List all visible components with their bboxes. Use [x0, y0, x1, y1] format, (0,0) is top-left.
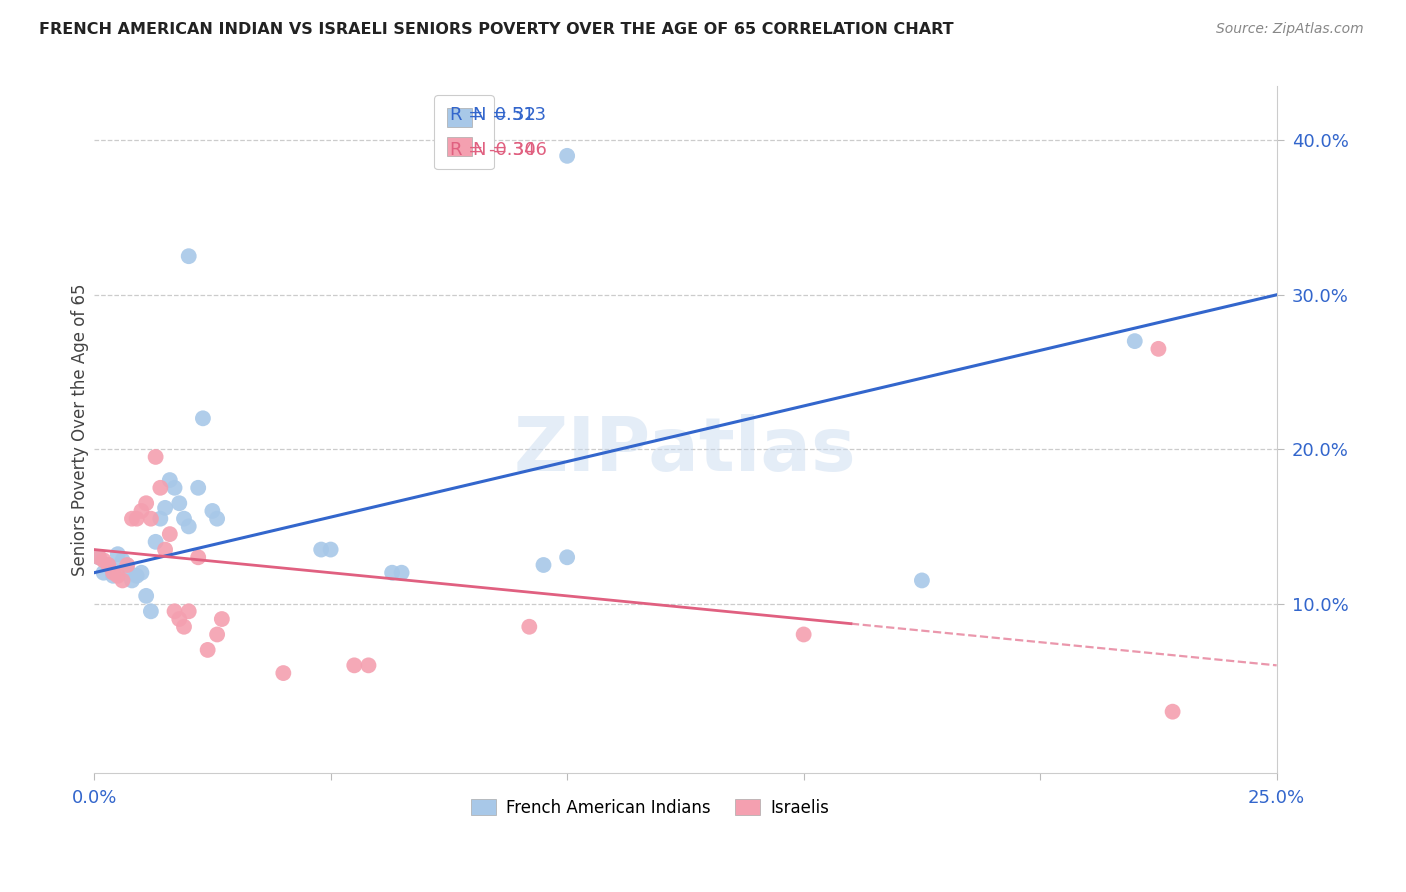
Point: [135, 589, 157, 603]
Point: [1161, 705, 1184, 719]
Point: [173, 620, 195, 634]
Point: [131, 504, 153, 518]
Point: [163, 481, 186, 495]
Point: [121, 574, 143, 588]
Point: [111, 553, 134, 567]
Point: [107, 547, 129, 561]
Point: [159, 473, 181, 487]
Point: [139, 511, 162, 525]
Point: [187, 481, 209, 495]
Point: [163, 604, 186, 618]
Text: R =  0.513: R = 0.513: [450, 105, 547, 124]
Text: FRENCH AMERICAN INDIAN VS ISRAELI SENIORS POVERTY OVER THE AGE OF 65 CORRELATION: FRENCH AMERICAN INDIAN VS ISRAELI SENIOR…: [39, 22, 955, 37]
Point: [125, 569, 148, 583]
Point: [205, 511, 228, 525]
Point: [169, 612, 191, 626]
Point: [343, 658, 366, 673]
Point: [169, 496, 191, 510]
Point: [111, 574, 134, 588]
Point: [159, 527, 181, 541]
Point: [391, 566, 413, 580]
Point: [273, 666, 295, 681]
Point: [149, 511, 172, 525]
Point: [517, 620, 540, 634]
Point: [97, 558, 120, 572]
Point: [177, 519, 200, 533]
Point: [357, 658, 380, 673]
Point: [201, 504, 224, 518]
Point: [145, 450, 167, 464]
Point: [173, 511, 195, 525]
Point: [101, 569, 124, 583]
Point: [149, 481, 172, 495]
Point: [145, 534, 167, 549]
Y-axis label: Seniors Poverty Over the Age of 65: Seniors Poverty Over the Age of 65: [72, 284, 89, 576]
Point: [135, 496, 157, 510]
Point: [87, 550, 110, 565]
Point: [153, 500, 176, 515]
Point: [115, 558, 138, 572]
Point: [87, 550, 110, 565]
Point: [125, 511, 148, 525]
Text: N = 30: N = 30: [472, 141, 536, 159]
Text: N = 32: N = 32: [472, 105, 536, 124]
Point: [211, 612, 233, 626]
Point: [793, 627, 815, 641]
Point: [107, 569, 129, 583]
Point: [115, 563, 138, 577]
Point: [205, 627, 228, 641]
Legend: French American Indians, Israelis: French American Indians, Israelis: [464, 792, 835, 823]
Point: [533, 558, 555, 572]
Point: [131, 566, 153, 580]
Point: [93, 566, 115, 580]
Point: [1147, 342, 1170, 356]
Text: R = -0.346: R = -0.346: [450, 141, 547, 159]
Point: [153, 542, 176, 557]
Point: [177, 604, 200, 618]
Point: [309, 542, 332, 557]
Point: [121, 511, 143, 525]
Point: [187, 550, 209, 565]
Point: [97, 558, 120, 572]
Point: [1123, 334, 1146, 348]
Text: Source: ZipAtlas.com: Source: ZipAtlas.com: [1216, 22, 1364, 37]
Point: [555, 550, 578, 565]
Point: [555, 149, 578, 163]
Point: [381, 566, 404, 580]
Point: [911, 574, 934, 588]
Text: ZIPatlas: ZIPatlas: [515, 414, 856, 487]
Point: [101, 566, 124, 580]
Point: [177, 249, 200, 263]
Point: [191, 411, 214, 425]
Point: [93, 553, 115, 567]
Point: [197, 643, 219, 657]
Point: [139, 604, 162, 618]
Point: [319, 542, 342, 557]
